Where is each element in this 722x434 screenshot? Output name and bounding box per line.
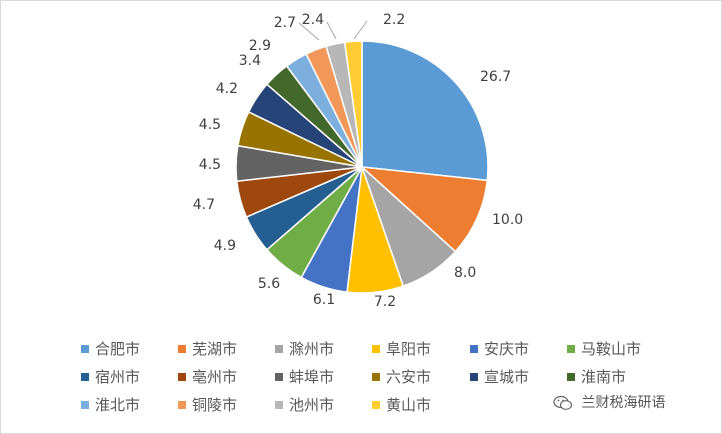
legend-swatch <box>81 400 89 409</box>
legend-label: 宣城市 <box>484 368 530 386</box>
legend-swatch <box>275 400 283 409</box>
watermark: 兰财税海研语 <box>553 392 665 414</box>
legend-item-11: 宣城市 <box>470 368 529 386</box>
legend-swatch <box>178 400 186 409</box>
wechat-icon <box>553 395 573 410</box>
legend-swatch <box>372 372 380 381</box>
data-label-5: 6.1 <box>313 292 335 308</box>
legend-label: 池州市 <box>289 396 335 414</box>
legend-item-9: 蚌埠市 <box>275 368 334 386</box>
legend-label: 马鞍山市 <box>581 340 642 358</box>
legend-swatch <box>567 372 575 381</box>
legend-swatch <box>275 344 283 353</box>
data-label-4: 7.2 <box>374 294 396 310</box>
legend-item-10: 六安市 <box>372 368 431 386</box>
leader-line-15 <box>326 21 337 40</box>
legend-label: 合肥市 <box>95 340 141 358</box>
legend-item-15: 池州市 <box>275 396 334 414</box>
leader-line-16 <box>353 20 368 40</box>
data-label-7: 4.9 <box>214 238 236 254</box>
legend-label: 黄山市 <box>386 396 432 414</box>
pie-slice-16 <box>343 40 363 168</box>
legend-label: 淮北市 <box>95 396 141 414</box>
data-label-12: 3.4 <box>239 53 261 69</box>
legend-swatch <box>470 344 478 353</box>
data-label-9: 4.5 <box>199 157 221 173</box>
legend-label: 芜湖市 <box>192 340 238 358</box>
legend-swatch <box>178 372 186 381</box>
data-label-14: 2.7 <box>274 15 296 31</box>
legend-item-1: 合肥市 <box>81 340 140 358</box>
legend-label: 安庆市 <box>484 340 530 358</box>
data-label-15: 2.4 <box>302 12 324 28</box>
legend-label: 阜阳市 <box>386 340 432 358</box>
data-label-11: 4.2 <box>216 81 238 97</box>
data-label-16: 2.2 <box>383 12 405 28</box>
leader-line-14 <box>298 22 320 41</box>
pie-slice-2 <box>359 166 489 253</box>
legend-label: 六安市 <box>386 368 432 386</box>
legend-label: 蚌埠市 <box>289 368 335 386</box>
legend-label: 滁州市 <box>289 340 335 358</box>
data-label-10: 4.5 <box>199 117 221 133</box>
data-label-2: 10.0 <box>492 212 523 228</box>
legend-swatch <box>372 400 380 409</box>
legend-item-13: 淮北市 <box>81 396 140 414</box>
legend-item-7: 宿州市 <box>81 368 140 386</box>
legend-swatch <box>81 344 89 353</box>
legend-item-8: 亳州市 <box>178 368 237 386</box>
pie-slice-1 <box>361 40 489 182</box>
legend-swatch <box>567 344 575 353</box>
legend-label: 亳州市 <box>192 368 238 386</box>
data-label-13: 2.9 <box>249 38 271 54</box>
legend-swatch <box>470 372 478 381</box>
legend-swatch <box>81 372 89 381</box>
legend-item-3: 滁州市 <box>275 340 334 358</box>
data-label-1: 26.7 <box>480 69 511 85</box>
legend-item-2: 芜湖市 <box>178 340 237 358</box>
legend-label: 淮南市 <box>581 368 627 386</box>
watermark-text: 兰财税海研语 <box>581 395 666 411</box>
data-label-6: 5.6 <box>258 276 280 292</box>
legend-item-4: 阜阳市 <box>372 340 431 358</box>
legend-item-16: 黄山市 <box>372 396 431 414</box>
legend-item-12: 淮南市 <box>567 368 626 386</box>
data-label-8: 4.7 <box>193 197 215 213</box>
legend-swatch <box>372 344 380 353</box>
legend-label: 铜陵市 <box>192 396 238 414</box>
legend-item-6: 马鞍山市 <box>567 340 641 358</box>
legend-swatch <box>275 372 283 381</box>
legend-label: 宿州市 <box>95 368 141 386</box>
legend-swatch <box>178 344 186 353</box>
legend-item-14: 铜陵市 <box>178 396 237 414</box>
data-label-3: 8.0 <box>454 265 476 281</box>
legend-item-5: 安庆市 <box>470 340 529 358</box>
